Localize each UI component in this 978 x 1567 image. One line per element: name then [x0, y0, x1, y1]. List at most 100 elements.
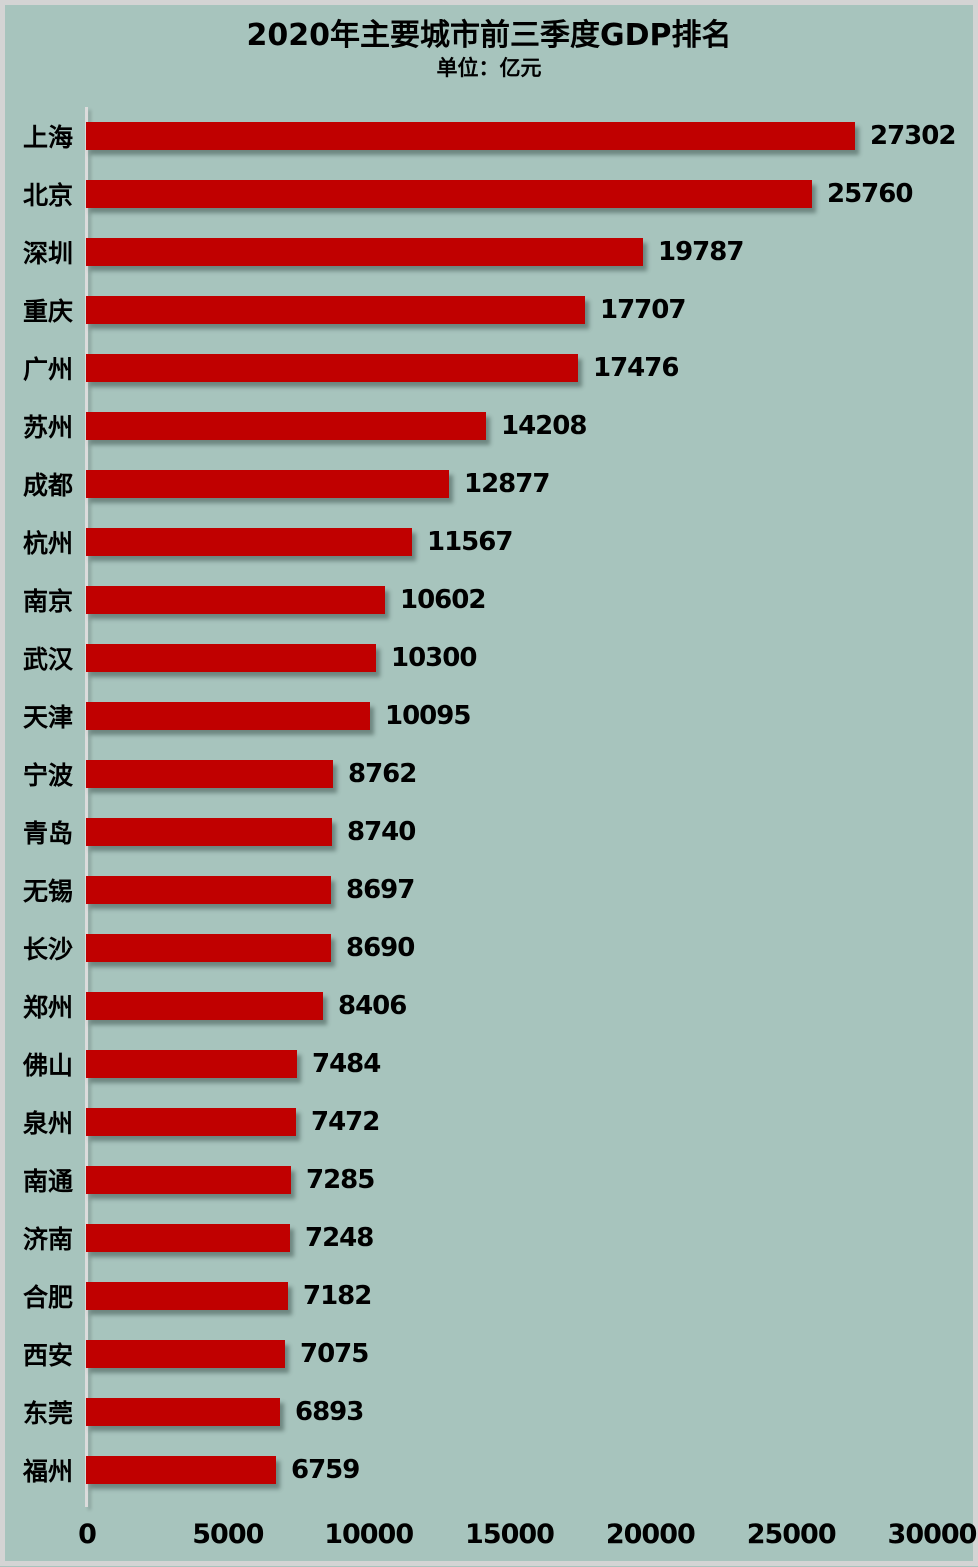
bar-row: 无锡 8697 — [5, 861, 973, 919]
category-label: 杭州 — [22, 529, 73, 558]
category-label: 郑州 — [22, 993, 73, 1022]
bar-row: 广州 17476 — [5, 339, 973, 397]
category-label: 成都 — [22, 471, 73, 500]
value-label: 19787 — [658, 237, 744, 267]
gdp-bar — [86, 586, 385, 614]
category-label: 南通 — [22, 1167, 73, 1196]
gdp-bar — [86, 412, 486, 440]
value-label: 6759 — [291, 1455, 360, 1485]
bar-row: 南京 10602 — [5, 571, 973, 629]
value-label: 8697 — [346, 875, 415, 905]
bar-row: 武汉 10300 — [5, 629, 973, 687]
gdp-bar — [86, 122, 855, 150]
bar-row: 济南 7248 — [5, 1209, 973, 1267]
category-label: 东莞 — [22, 1399, 73, 1428]
x-tick-label: 30000 — [887, 1519, 978, 1550]
value-label: 10300 — [391, 643, 477, 673]
bar-row: 宁波 8762 — [5, 745, 973, 803]
bar-rows: 上海 27302 北京 25760 深圳 19787 重庆 17707 广州 1… — [5, 107, 973, 1499]
x-tick-label: 5000 — [192, 1519, 264, 1550]
bar-row: 东莞 6893 — [5, 1383, 973, 1441]
value-label: 17476 — [593, 353, 679, 383]
category-label: 北京 — [22, 181, 73, 210]
gdp-bar — [86, 1108, 296, 1136]
gdp-bar — [86, 1340, 285, 1368]
bar-row: 泉州 7472 — [5, 1093, 973, 1151]
value-label: 25760 — [827, 179, 913, 209]
chart-title: 2020年主要城市前三季度GDP排名 — [246, 18, 732, 53]
bar-row: 天津 10095 — [5, 687, 973, 745]
category-label: 武汉 — [22, 645, 73, 674]
gdp-bar — [86, 1398, 280, 1426]
category-label: 重庆 — [22, 297, 73, 326]
bar-row: 郑州 8406 — [5, 977, 973, 1035]
bar-row: 重庆 17707 — [5, 281, 973, 339]
category-label: 深圳 — [22, 239, 73, 268]
value-label: 7182 — [303, 1281, 372, 1311]
value-label: 7285 — [306, 1165, 375, 1195]
chart-subtitle: 单位：亿元 — [436, 56, 542, 80]
bar-row: 成都 12877 — [5, 455, 973, 513]
gdp-bar — [86, 1456, 276, 1484]
bar-row: 佛山 7484 — [5, 1035, 973, 1093]
x-tick-label: 10000 — [324, 1519, 414, 1550]
gdp-bar — [86, 934, 331, 962]
gdp-bar — [86, 644, 376, 672]
gdp-bar — [86, 238, 643, 266]
category-label: 合肥 — [22, 1283, 73, 1312]
bar-row: 长沙 8690 — [5, 919, 973, 977]
bar-row: 南通 7285 — [5, 1151, 973, 1209]
category-label: 西安 — [22, 1341, 73, 1370]
category-label: 苏州 — [22, 413, 73, 442]
category-label: 广州 — [22, 355, 73, 384]
value-label: 10095 — [385, 701, 471, 731]
category-label: 长沙 — [22, 935, 73, 964]
value-label: 8690 — [346, 933, 415, 963]
gdp-bar — [86, 528, 412, 556]
value-label: 7472 — [311, 1107, 380, 1137]
gdp-bar — [86, 818, 332, 846]
category-label: 上海 — [22, 123, 73, 152]
category-label: 宁波 — [22, 761, 73, 790]
category-label: 佛山 — [22, 1051, 73, 1080]
value-label: 10602 — [400, 585, 486, 615]
bar-row: 苏州 14208 — [5, 397, 973, 455]
x-tick-label: 25000 — [746, 1519, 837, 1550]
x-tick-label: 0 — [78, 1519, 97, 1550]
gdp-bar — [86, 470, 449, 498]
value-label: 6893 — [295, 1397, 364, 1427]
x-tick-label: 20000 — [605, 1519, 696, 1550]
gdp-bar — [86, 992, 323, 1020]
value-label: 7248 — [305, 1223, 374, 1253]
category-label: 济南 — [22, 1225, 73, 1254]
gdp-bar — [86, 1224, 290, 1252]
bar-row: 合肥 7182 — [5, 1267, 973, 1325]
category-label: 无锡 — [22, 877, 73, 906]
gdp-bar — [86, 1166, 291, 1194]
value-label: 7075 — [300, 1339, 369, 1369]
gdp-bar — [86, 180, 812, 208]
plot-area: 上海 27302 北京 25760 深圳 19787 重庆 17707 广州 1… — [5, 107, 977, 1567]
x-tick-label: 15000 — [465, 1519, 555, 1550]
bar-row: 杭州 11567 — [5, 513, 973, 571]
category-label: 南京 — [22, 587, 73, 616]
value-label: 12877 — [464, 469, 550, 499]
gdp-bar — [86, 1282, 288, 1310]
bar-row: 青岛 8740 — [5, 803, 973, 861]
value-label: 11567 — [427, 527, 513, 557]
gdp-bar — [86, 760, 333, 788]
category-label: 福州 — [22, 1457, 73, 1486]
gdp-bar — [86, 876, 331, 904]
value-label: 8406 — [338, 991, 407, 1021]
category-label: 天津 — [22, 703, 73, 732]
value-label: 8762 — [348, 759, 417, 789]
gdp-bar — [86, 354, 578, 382]
category-label: 青岛 — [22, 819, 73, 848]
gdp-bar — [86, 1050, 297, 1078]
bar-row: 上海 27302 — [5, 107, 973, 165]
value-label: 7484 — [312, 1049, 381, 1079]
category-label: 泉州 — [22, 1109, 73, 1138]
bar-row: 福州 6759 — [5, 1441, 973, 1499]
value-label: 17707 — [600, 295, 686, 325]
